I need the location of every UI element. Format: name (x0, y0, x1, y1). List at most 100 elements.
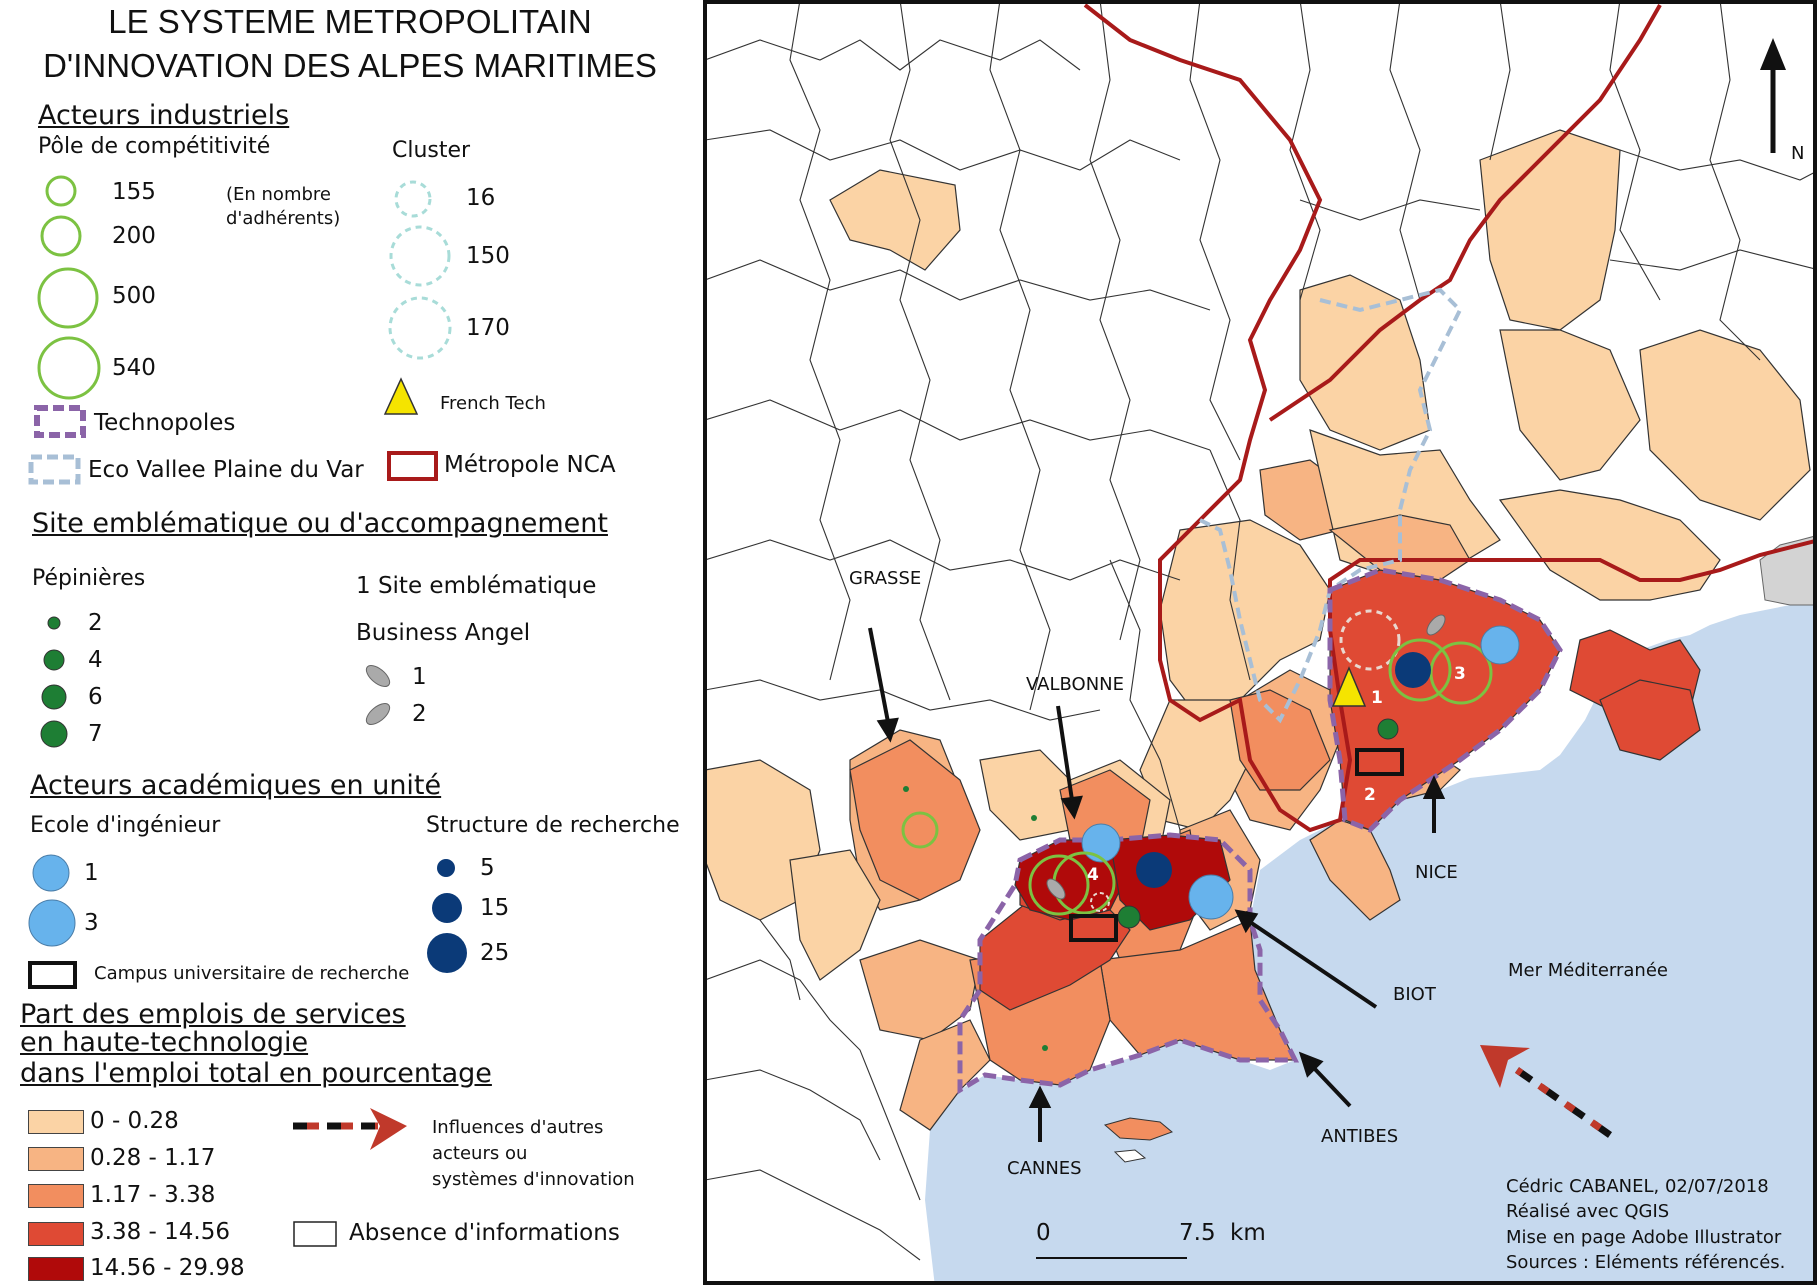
place-nice: NICE (1415, 862, 1458, 883)
north-arrow-icon (1760, 38, 1786, 153)
map-title-line1: LE SYSTEME METROPOLITAIN (108, 3, 592, 40)
commune (789, 849, 881, 981)
influence-label-2: acteurs ou (432, 1143, 528, 1164)
commune (1499, 329, 1641, 481)
recherche-value-25: 25 (480, 940, 510, 966)
scale-label-75: 7.5 (1179, 1220, 1216, 1246)
pepiniere-map (903, 786, 909, 792)
credits-line1: Cédric CABANEL, 02/07/2018 (1506, 1176, 1769, 1197)
pointer-arrows (868, 627, 1446, 1142)
cluster-symbol-map (1090, 892, 1110, 912)
metropole-symbol (387, 451, 438, 481)
sites-heading: Site emblématique ou d'accompagnement (32, 508, 608, 539)
site-number-2: 2 (1364, 785, 1376, 805)
technopole-nice (1327, 567, 1563, 833)
recherche-symbol-5 (437, 859, 455, 877)
absence-label: Absence d'informations (349, 1220, 620, 1246)
pepiniere-map (1042, 1045, 1048, 1051)
influence-arrow-symbol (293, 1108, 407, 1150)
class-label-1: 0 - 0.28 (90, 1108, 179, 1134)
commune (1639, 329, 1811, 521)
cluster-symbol-150 (389, 225, 451, 287)
class-swatch-3 (28, 1184, 84, 1208)
cluster-value-150: 150 (466, 243, 510, 269)
site-emblematique-label: 1 Site emblématique (356, 573, 597, 599)
ecole-symbol-map (1081, 823, 1121, 863)
pole-symbol-map (1028, 854, 1090, 916)
business-angel-map (1426, 614, 1446, 636)
class-swatch-1 (28, 1110, 84, 1134)
recherche-symbol-map (1136, 852, 1172, 888)
place-grasse: GRASSE (849, 568, 922, 589)
class-label-4: 3.38 - 14.56 (90, 1219, 230, 1245)
metropole-boundary (1083, 3, 1815, 833)
recherche-value-15: 15 (480, 895, 510, 921)
legend-panel: LE SYSTEME METROPOLITAIN D'INNOVATION DE… (0, 0, 700, 1287)
employment-heading-2: en haute-technologie (20, 1027, 309, 1058)
technopoles-label: Technopoles (94, 410, 236, 436)
pole-value-500: 500 (112, 283, 156, 309)
pepiniere-map (1031, 815, 1037, 821)
business-angel-value-1: 1 (412, 664, 427, 690)
cluster-value-170: 170 (466, 315, 510, 341)
pole-title: Pôle de compétitivité (38, 134, 271, 159)
pole-value-540: 540 (112, 355, 156, 381)
industrial-symbols (28, 175, 467, 1247)
absence-symbol (293, 1221, 337, 1247)
commune (849, 739, 981, 901)
map-border (703, 0, 1817, 1285)
commune (1159, 519, 1331, 721)
campus-symbol (28, 961, 77, 989)
cluster-title: Cluster (392, 138, 471, 163)
eco-vallee-symbol (28, 454, 81, 485)
business-angel-symbol-1 (365, 665, 391, 687)
pepinieres-title: Pépinières (32, 566, 146, 591)
credits-line3: Mise en page Adobe Illustrator (1506, 1227, 1782, 1248)
cluster-value-16: 16 (466, 185, 496, 211)
class-label-2: 0.28 - 1.17 (90, 1145, 216, 1171)
commune (1599, 679, 1701, 761)
site-number-3: 3 (1454, 664, 1466, 684)
pepiniere-value-2: 2 (88, 610, 103, 636)
commune (1309, 819, 1401, 921)
ecole-value-3: 3 (84, 910, 99, 936)
pepiniere-value-6: 6 (88, 684, 103, 710)
metropole-label: Métropole NCA (444, 452, 616, 478)
influence-label-1: Influences d'autres (432, 1117, 604, 1138)
technopole-sophia (957, 832, 1300, 1095)
employment-heading-1: Part des emplois de services (20, 999, 406, 1030)
cluster-symbol-170 (388, 296, 452, 360)
influence-arrow-map (1480, 1045, 1613, 1138)
recherche-symbol-15 (432, 893, 462, 923)
industrial-heading: Acteurs industriels (38, 100, 290, 131)
pole-symbol-map (901, 811, 939, 849)
ecole-symbol-3 (28, 899, 76, 947)
commune (829, 169, 961, 271)
business-angel-map (1046, 878, 1066, 900)
pepiniere-symbol-6 (41, 684, 67, 710)
north-label: N (1791, 143, 1805, 164)
ecole-symbol-map (1480, 625, 1520, 665)
pole-symbol-200 (40, 215, 82, 257)
scale-label-unit: km (1230, 1220, 1266, 1246)
influence-label-3: systèmes d'innovation (432, 1169, 635, 1190)
pepiniere-map (1117, 905, 1141, 929)
pole-symbol-map (1429, 641, 1493, 705)
french-tech-symbol (383, 377, 419, 415)
class-swatch-4 (28, 1222, 84, 1246)
cluster-symbol-map (1339, 609, 1401, 671)
map-title-line2: D'INNOVATION DES ALPES MARITIMES (43, 47, 657, 84)
place-cannes: CANNES (1007, 1158, 1082, 1179)
business-angel-value-2: 2 (412, 701, 427, 727)
french-tech-label: French Tech (440, 393, 546, 414)
class-swatch-5 (28, 1257, 84, 1281)
pole-symbol-155 (45, 175, 77, 207)
commune (1498, 489, 1721, 601)
place-biot: BIOT (1393, 984, 1436, 1005)
campus-symbol-map (1069, 914, 1118, 942)
class-label-5: 14.56 - 29.98 (90, 1255, 245, 1281)
ecole-title: Ecole d'ingénieur (30, 813, 221, 838)
island (1113, 1149, 1147, 1163)
pepiniere-symbol-7 (40, 720, 68, 748)
commune-borders (705, 2, 1815, 1261)
